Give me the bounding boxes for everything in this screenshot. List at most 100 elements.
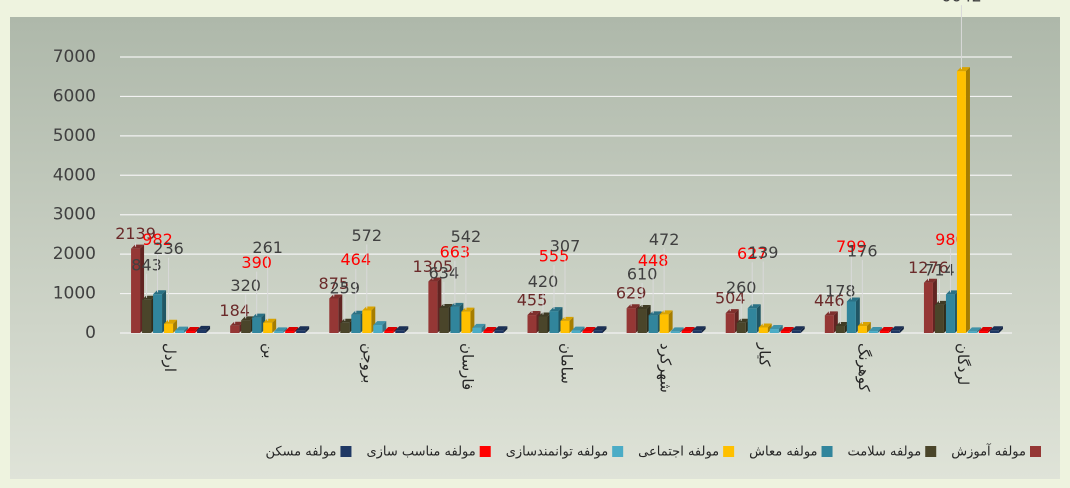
x-tick-label: شهرکرد	[657, 343, 675, 393]
bar	[384, 327, 398, 333]
bar-face	[890, 326, 904, 331]
bar-face	[769, 325, 783, 330]
bar-face	[560, 320, 570, 333]
bar-face	[175, 330, 185, 333]
bar-face	[131, 244, 145, 249]
bar-face	[393, 327, 398, 333]
data-label: 627	[737, 244, 768, 263]
bar-face	[527, 311, 541, 316]
data-label: 629	[616, 284, 647, 303]
bar-face	[252, 317, 262, 333]
y-tick-label: 1000	[53, 284, 96, 304]
bar-face	[428, 281, 438, 333]
bar-face	[978, 327, 992, 332]
bar-face	[439, 304, 453, 309]
bar	[153, 290, 167, 333]
bar-face	[668, 310, 673, 333]
legend-label: مولفه اجتماعی	[638, 445, 719, 460]
bar-face	[767, 323, 772, 333]
bar	[978, 327, 992, 333]
data-label: 307	[550, 236, 581, 255]
bar-face	[637, 308, 647, 333]
bar-face	[470, 307, 475, 333]
bar-face	[868, 331, 878, 333]
bar-face	[835, 325, 845, 333]
bar-face	[162, 290, 167, 333]
bar-face	[846, 301, 856, 333]
bar-face	[888, 327, 893, 333]
legend-label: مولفه معاش	[749, 445, 817, 460]
bar-face	[659, 310, 673, 315]
bar-face	[866, 322, 871, 333]
x-tick-label: بن	[260, 343, 278, 359]
legend-label: مولفه مسکن	[265, 445, 336, 460]
bar	[659, 310, 673, 333]
bar-face	[800, 326, 805, 333]
bar-face	[725, 309, 739, 314]
bar-face	[384, 331, 394, 333]
bar-face	[483, 327, 497, 332]
bar-face	[868, 327, 882, 332]
bar-face	[602, 326, 607, 333]
data-label: 634	[429, 264, 460, 283]
x-tick-label: کوهرنگ	[855, 343, 873, 393]
bar	[175, 326, 189, 333]
legend-swatch	[340, 446, 352, 457]
y-tick-label: 4000	[53, 165, 96, 185]
bar-face	[890, 330, 900, 333]
bar	[197, 325, 211, 333]
bar-face	[736, 318, 750, 323]
bar	[296, 326, 310, 333]
bar-face	[965, 67, 970, 334]
bar	[395, 326, 409, 333]
bar-face	[934, 300, 948, 305]
legend-label: مولفه مناسب سازی	[366, 445, 475, 460]
x-tick-label: بروجن	[359, 343, 377, 383]
bar-face	[404, 326, 409, 333]
bar	[747, 304, 761, 333]
bar-face	[580, 326, 585, 333]
data-label: 843	[131, 255, 162, 274]
bar	[560, 316, 574, 333]
bar-face	[296, 330, 306, 333]
bar-face	[747, 304, 761, 309]
bar-face	[241, 320, 251, 333]
bar-face	[241, 316, 255, 321]
bar	[593, 326, 607, 333]
bar	[274, 327, 288, 333]
data-label: 982	[142, 230, 173, 249]
x-tick-label: لردگان	[954, 343, 972, 385]
data-label: 555	[539, 247, 570, 266]
legend-swatch	[925, 446, 937, 457]
bar-face	[428, 277, 442, 282]
bar	[769, 325, 783, 333]
bar-face	[340, 322, 350, 333]
bar-face	[503, 326, 508, 333]
bar-face	[681, 327, 695, 332]
bar	[681, 327, 695, 333]
x-tick-label: فارسان	[458, 343, 476, 390]
bar-face	[987, 327, 992, 333]
bar-face	[472, 323, 486, 328]
y-tick-label: 3000	[53, 205, 96, 225]
bar-face	[571, 330, 581, 333]
bar-face	[142, 295, 156, 300]
bar-face	[450, 306, 460, 333]
bar-face	[274, 327, 288, 332]
y-tick-label: 5000	[53, 126, 96, 146]
data-label: 714	[924, 260, 955, 279]
bar-face	[593, 330, 603, 333]
bar	[879, 327, 893, 333]
bar	[758, 323, 772, 333]
x-tick-label: کیار	[756, 342, 774, 367]
data-label: 6642	[941, 0, 982, 6]
bar-face	[923, 282, 933, 333]
bar-face	[329, 294, 343, 299]
bar-face	[274, 331, 284, 333]
data-label: 178	[825, 281, 856, 300]
bar-face	[142, 299, 152, 333]
bar-face	[472, 327, 482, 333]
data-label: 2139	[115, 224, 156, 243]
bar-face	[945, 294, 955, 333]
